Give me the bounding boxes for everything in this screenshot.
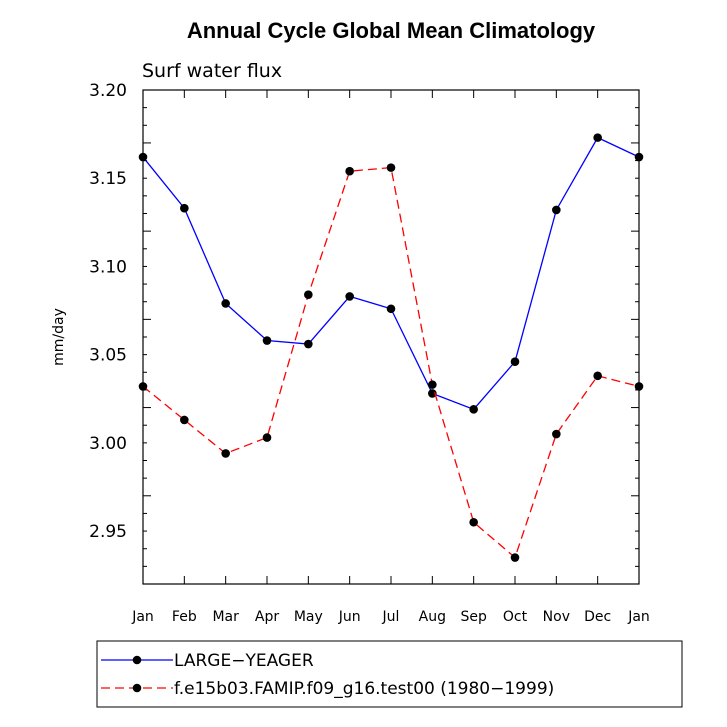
series-1-point bbox=[304, 339, 313, 349]
legend: LARGE−YEAGER f.e15b03.FAMIP.f09_g16.test0… bbox=[96, 640, 683, 708]
series-2-point bbox=[428, 380, 437, 389]
y-tick-label: 2.95 bbox=[89, 522, 127, 542]
y-tick-label: 3.00 bbox=[89, 434, 127, 454]
x-tick-label: Jan bbox=[131, 609, 154, 625]
series-2-point bbox=[593, 371, 602, 381]
x-tick-label: Sep bbox=[460, 609, 487, 625]
x-tick-label: Mar bbox=[212, 609, 239, 625]
series-2-point bbox=[304, 290, 313, 299]
series-1-point bbox=[345, 292, 354, 301]
plot-axes: 3.20 3.15 3.10 3.05 3.00 2.95 Jan Feb Mar Apr May J… bbox=[89, 81, 650, 625]
x-tick-label: Jul bbox=[382, 609, 400, 625]
series-2-point bbox=[221, 449, 230, 458]
series-layer bbox=[138, 133, 644, 562]
x-tick-label: Aug bbox=[419, 609, 446, 625]
legend-swatch-marker bbox=[132, 683, 142, 693]
series-1-point bbox=[221, 299, 230, 308]
x-tick-label: Oct bbox=[503, 609, 528, 625]
series-2-point bbox=[262, 433, 272, 442]
series-2-point bbox=[345, 166, 354, 176]
series-1-point bbox=[262, 336, 272, 345]
series-1-point bbox=[634, 152, 644, 162]
chart-title: Annual Cycle Global Mean Climatology bbox=[187, 18, 596, 43]
legend-swatch-marker bbox=[132, 655, 142, 665]
x-tick-label: Apr bbox=[255, 609, 279, 625]
legend-label: LARGE−YEAGER bbox=[174, 651, 314, 671]
series-1-point bbox=[180, 203, 189, 213]
series-2-point bbox=[180, 415, 189, 425]
series-2-point bbox=[469, 517, 478, 527]
legend-label: f.e15b03.FAMIP.f09_g16.test00 (1980−1999… bbox=[174, 679, 554, 699]
series-1-point bbox=[510, 357, 520, 367]
series-1-point bbox=[469, 405, 478, 414]
x-tick-label: May bbox=[294, 609, 323, 625]
series-2-point bbox=[552, 429, 561, 439]
series-2-point bbox=[510, 553, 520, 562]
x-tick-label: Feb bbox=[172, 609, 197, 625]
series-1-point bbox=[552, 205, 561, 215]
series-line-1 bbox=[142, 136, 640, 411]
y-tick-label: 3.15 bbox=[89, 169, 127, 189]
y-tick-label: 3.05 bbox=[89, 346, 127, 366]
x-tick-label: Jan bbox=[627, 609, 650, 625]
series-1-point bbox=[428, 389, 437, 398]
legend-box bbox=[96, 640, 683, 708]
series-2-point bbox=[634, 382, 644, 391]
x-tick-label: Nov bbox=[543, 609, 570, 625]
y-axis-label: mm/day bbox=[51, 308, 67, 366]
series-1-point bbox=[386, 304, 396, 314]
chart-subtitle: Surf water flux bbox=[142, 60, 282, 82]
x-tick-label: Jun bbox=[338, 609, 361, 625]
series-line-2 bbox=[142, 166, 640, 559]
y-tick-label: 3.20 bbox=[89, 81, 127, 101]
series-1-point bbox=[138, 152, 148, 162]
y-tick-label: 3.10 bbox=[89, 257, 127, 277]
series-1-point bbox=[593, 133, 602, 142]
series-2-point bbox=[138, 382, 148, 391]
series-2-point bbox=[386, 163, 396, 172]
x-tick-label: Dec bbox=[584, 609, 611, 625]
